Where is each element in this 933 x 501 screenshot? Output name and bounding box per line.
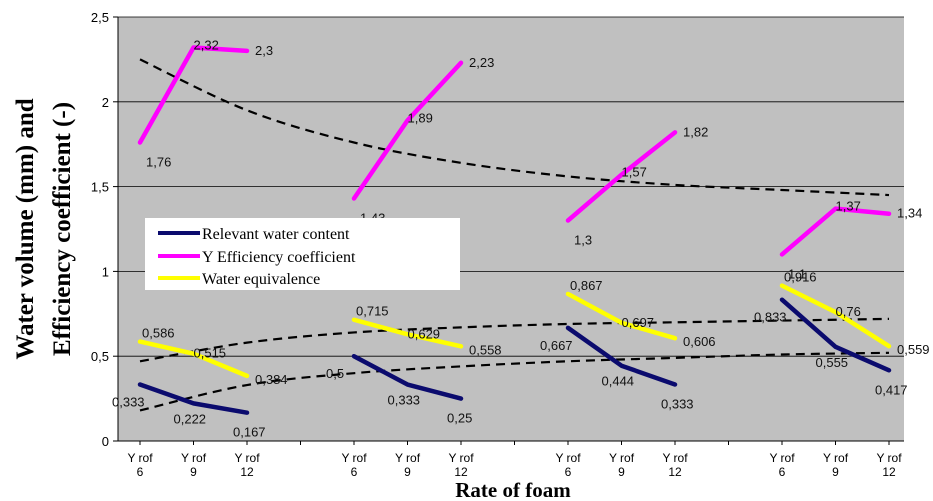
data-label: 0,5: [326, 366, 344, 381]
data-label: 0,586: [142, 326, 175, 341]
trendline: [139, 58, 890, 197]
data-label: 0,384: [255, 372, 288, 387]
data-label: 0,559: [897, 342, 930, 357]
y-axis-title-line-1: Water volume (mm) and: [12, 98, 39, 359]
x-tick-label: Y rof 9: [609, 451, 635, 479]
data-label: 0,697: [622, 315, 655, 330]
y-tick-label: 2,5: [91, 10, 109, 25]
x-tick-label: Y rof 6: [769, 451, 795, 479]
data-label: 0,667: [540, 338, 573, 353]
legend-label-water-equivalence: Water equivalence: [202, 271, 320, 288]
data-label: 0,333: [388, 393, 421, 408]
x-tick-label: Y rof 9: [823, 451, 849, 479]
data-labels: 0,333 0,222 0,167 0,5 0,333 0,25 0,667 0,444 0,3…: [112, 38, 930, 440]
data-label: 0,867: [570, 278, 603, 293]
data-label: 0,558: [469, 342, 502, 357]
x-tick-label: Y rof 9: [181, 451, 207, 479]
data-label: 0,167: [233, 425, 266, 440]
data-label: 0,76: [836, 304, 861, 319]
x-tick-label: Y rof 6: [341, 451, 367, 479]
legend: Relevant water content Y Efficiency coef…: [145, 218, 460, 290]
series-line-relevant-water-content: [565, 325, 678, 387]
trendlines: [139, 58, 890, 412]
series-line-y-efficiency-coefficient: [137, 45, 250, 145]
series-line-y-efficiency-coefficient: [779, 206, 892, 257]
y-axis-title-line-2: Efficiency coefficient (-): [49, 102, 76, 356]
x-tick-label: Y rof 12: [448, 451, 474, 479]
data-label: 1,1: [788, 266, 806, 281]
series-line-relevant-water-content: [351, 353, 464, 401]
x-tick-label: Y rof 12: [234, 451, 260, 479]
data-label: 0,333: [112, 395, 145, 410]
data-label: 0,444: [602, 374, 635, 389]
data-label: 1,89: [408, 110, 433, 125]
y-tick-label: 1: [102, 264, 109, 279]
x-tick-label: Y rof 12: [876, 451, 902, 479]
series-line-water-equivalence: [779, 283, 892, 349]
legend-label-relevant-water-content: Relevant water content: [202, 226, 350, 243]
series-line-y-efficiency-coefficient: [565, 130, 678, 223]
y-tick-label: 1,5: [91, 180, 109, 195]
x-tick-label: Y rof 9: [395, 451, 421, 479]
series-line-y-efficiency-coefficient: [351, 60, 464, 201]
x-tick-label: Y rof 12: [662, 451, 688, 479]
data-label: 2,3: [255, 43, 273, 58]
y-tick-labels: 0 0,5 1 1,5 2 2,5: [91, 10, 118, 449]
series-line-relevant-water-content: [137, 382, 250, 415]
x-tick-label: Y rof 6: [127, 451, 153, 479]
data-label: 2,32: [194, 38, 219, 53]
data-label: 1,82: [683, 124, 708, 139]
data-label: 2,23: [469, 55, 494, 70]
data-label: 0,606: [683, 334, 716, 349]
data-label: 0,715: [356, 304, 389, 319]
trendline: [139, 351, 890, 412]
data-label: 0,629: [408, 326, 441, 341]
x-tick-labels: Y rof 6 Y rof 9 Y rof 12 Y rof 6 Y rof 9 Y rof 12 Y …: [127, 441, 902, 479]
series-line-water-equivalence: [565, 291, 678, 341]
data-label: 0,222: [174, 411, 207, 426]
data-label: 1,3: [574, 233, 592, 248]
data-label: 0,515: [194, 346, 227, 361]
x-axis-title: Rate of foam: [455, 478, 571, 501]
series-line-relevant-water-content: [779, 297, 892, 373]
y-tick-label: 0: [102, 434, 109, 449]
y-tick-label: 0,5: [91, 349, 109, 364]
x-tick-label: Y rof 6: [555, 451, 581, 479]
data-label: 0,916: [784, 270, 817, 285]
data-label: 0,25: [447, 411, 472, 426]
data-label: 1,34: [897, 206, 922, 221]
data-label: 1,76: [146, 155, 171, 170]
series-lines: [137, 45, 892, 415]
data-label: 0,333: [661, 397, 694, 412]
series-line-water-equivalence: [351, 317, 464, 349]
data-label: 1,37: [836, 199, 861, 214]
y-tick-label: 2: [102, 95, 109, 110]
trendline: [139, 317, 890, 363]
data-label: 0,833: [754, 310, 787, 325]
data-label: 0,417: [875, 382, 908, 397]
series-line-water-equivalence: [137, 339, 250, 379]
legend-label-y-efficiency-coefficient: Y Efficiency coefficient: [202, 249, 356, 266]
data-label: 1,57: [622, 165, 647, 180]
data-label: 0,555: [816, 355, 849, 370]
